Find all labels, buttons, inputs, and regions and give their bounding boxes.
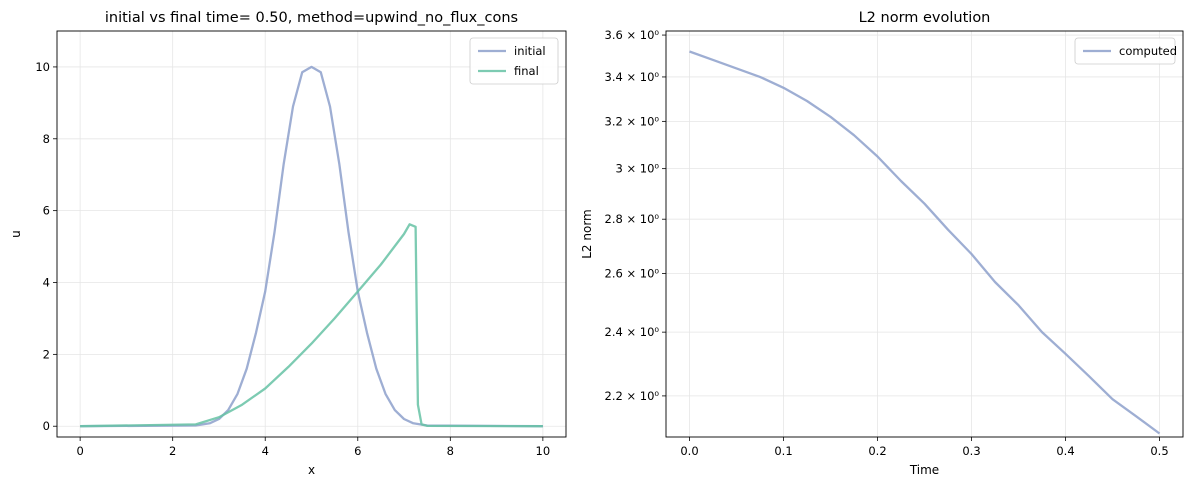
x-tick-label: 0.0 xyxy=(680,444,698,458)
right-ticks: 0.0 0.1 0.2 0.3 0.4 0.5 2.2 × 10⁰ 2.4 × 10⁰ 2.6 … xyxy=(605,28,1169,458)
y-tick-label: 2.8 × 10⁰ xyxy=(605,212,660,226)
right-chart-title: L2 norm evolution xyxy=(859,10,991,26)
legend-box xyxy=(469,37,559,85)
left-chart: 0 2 4 6 8 10 0 2 4 6 8 10 initial vs final time= 0.… xyxy=(9,10,567,477)
left-ticks: 0 2 4 6 8 10 0 2 4 6 8 10 xyxy=(35,60,550,458)
y-tick-label: 3 × 10⁰ xyxy=(615,162,659,176)
y-tick-label: 2.6 × 10⁰ xyxy=(605,267,660,281)
left-x-axis-label: x xyxy=(308,463,315,477)
series-line-initial xyxy=(80,65,543,428)
x-tick-label: 2 xyxy=(169,444,176,458)
right-x-axis-label: Time xyxy=(909,463,939,477)
left-legend: initial final xyxy=(469,37,559,85)
x-tick-label: 0.5 xyxy=(1150,444,1168,458)
x-tick-label: 0.3 xyxy=(962,444,980,458)
y-tick-label: 2.4 × 10⁰ xyxy=(605,325,660,339)
y-tick-label: 3.2 × 10⁰ xyxy=(605,114,660,128)
legend-box xyxy=(1074,37,1176,65)
x-tick-label: 0.1 xyxy=(774,444,792,458)
right-chart: 0.0 0.1 0.2 0.3 0.4 0.5 2.2 × 10⁰ 2.4 × 10⁰ 2.6 … xyxy=(580,10,1184,477)
y-tick-label: 8 xyxy=(43,132,50,146)
right-legend: computed xyxy=(1074,37,1177,65)
x-tick-label: 6 xyxy=(354,444,361,458)
y-tick-label: 10 xyxy=(35,60,50,74)
left-series xyxy=(80,65,543,428)
x-tick-label: 0.2 xyxy=(868,444,886,458)
x-tick-label: 10 xyxy=(536,444,551,458)
y-tick-label: 2.2 × 10⁰ xyxy=(605,389,660,403)
y-tick-label: 3.6 × 10⁰ xyxy=(605,28,660,42)
right-series xyxy=(689,50,1161,435)
y-tick-label: 6 xyxy=(43,204,50,218)
y-tick-label: 0 xyxy=(43,419,50,433)
right-y-axis-label: L2 norm xyxy=(580,209,594,259)
x-tick-label: 0.4 xyxy=(1056,444,1074,458)
legend-label-computed: computed xyxy=(1119,44,1177,58)
y-tick-label: 2 xyxy=(43,347,50,361)
y-tick-label: 4 xyxy=(43,276,50,290)
right-axes-frame xyxy=(665,30,1184,438)
series-line-final xyxy=(80,223,543,428)
left-y-axis-label: u xyxy=(9,230,23,238)
legend-label-final: final xyxy=(514,64,539,78)
left-axes-frame xyxy=(56,30,567,438)
left-chart-title: initial vs final time= 0.50, method=upwi… xyxy=(105,10,518,26)
y-tick-label: 3.4 × 10⁰ xyxy=(605,70,660,84)
series-line-computed xyxy=(689,50,1161,435)
legend-label-initial: initial xyxy=(514,44,546,58)
x-tick-label: 0 xyxy=(76,444,83,458)
x-tick-label: 4 xyxy=(262,444,269,458)
x-tick-label: 8 xyxy=(447,444,454,458)
right-grid xyxy=(666,31,1183,437)
